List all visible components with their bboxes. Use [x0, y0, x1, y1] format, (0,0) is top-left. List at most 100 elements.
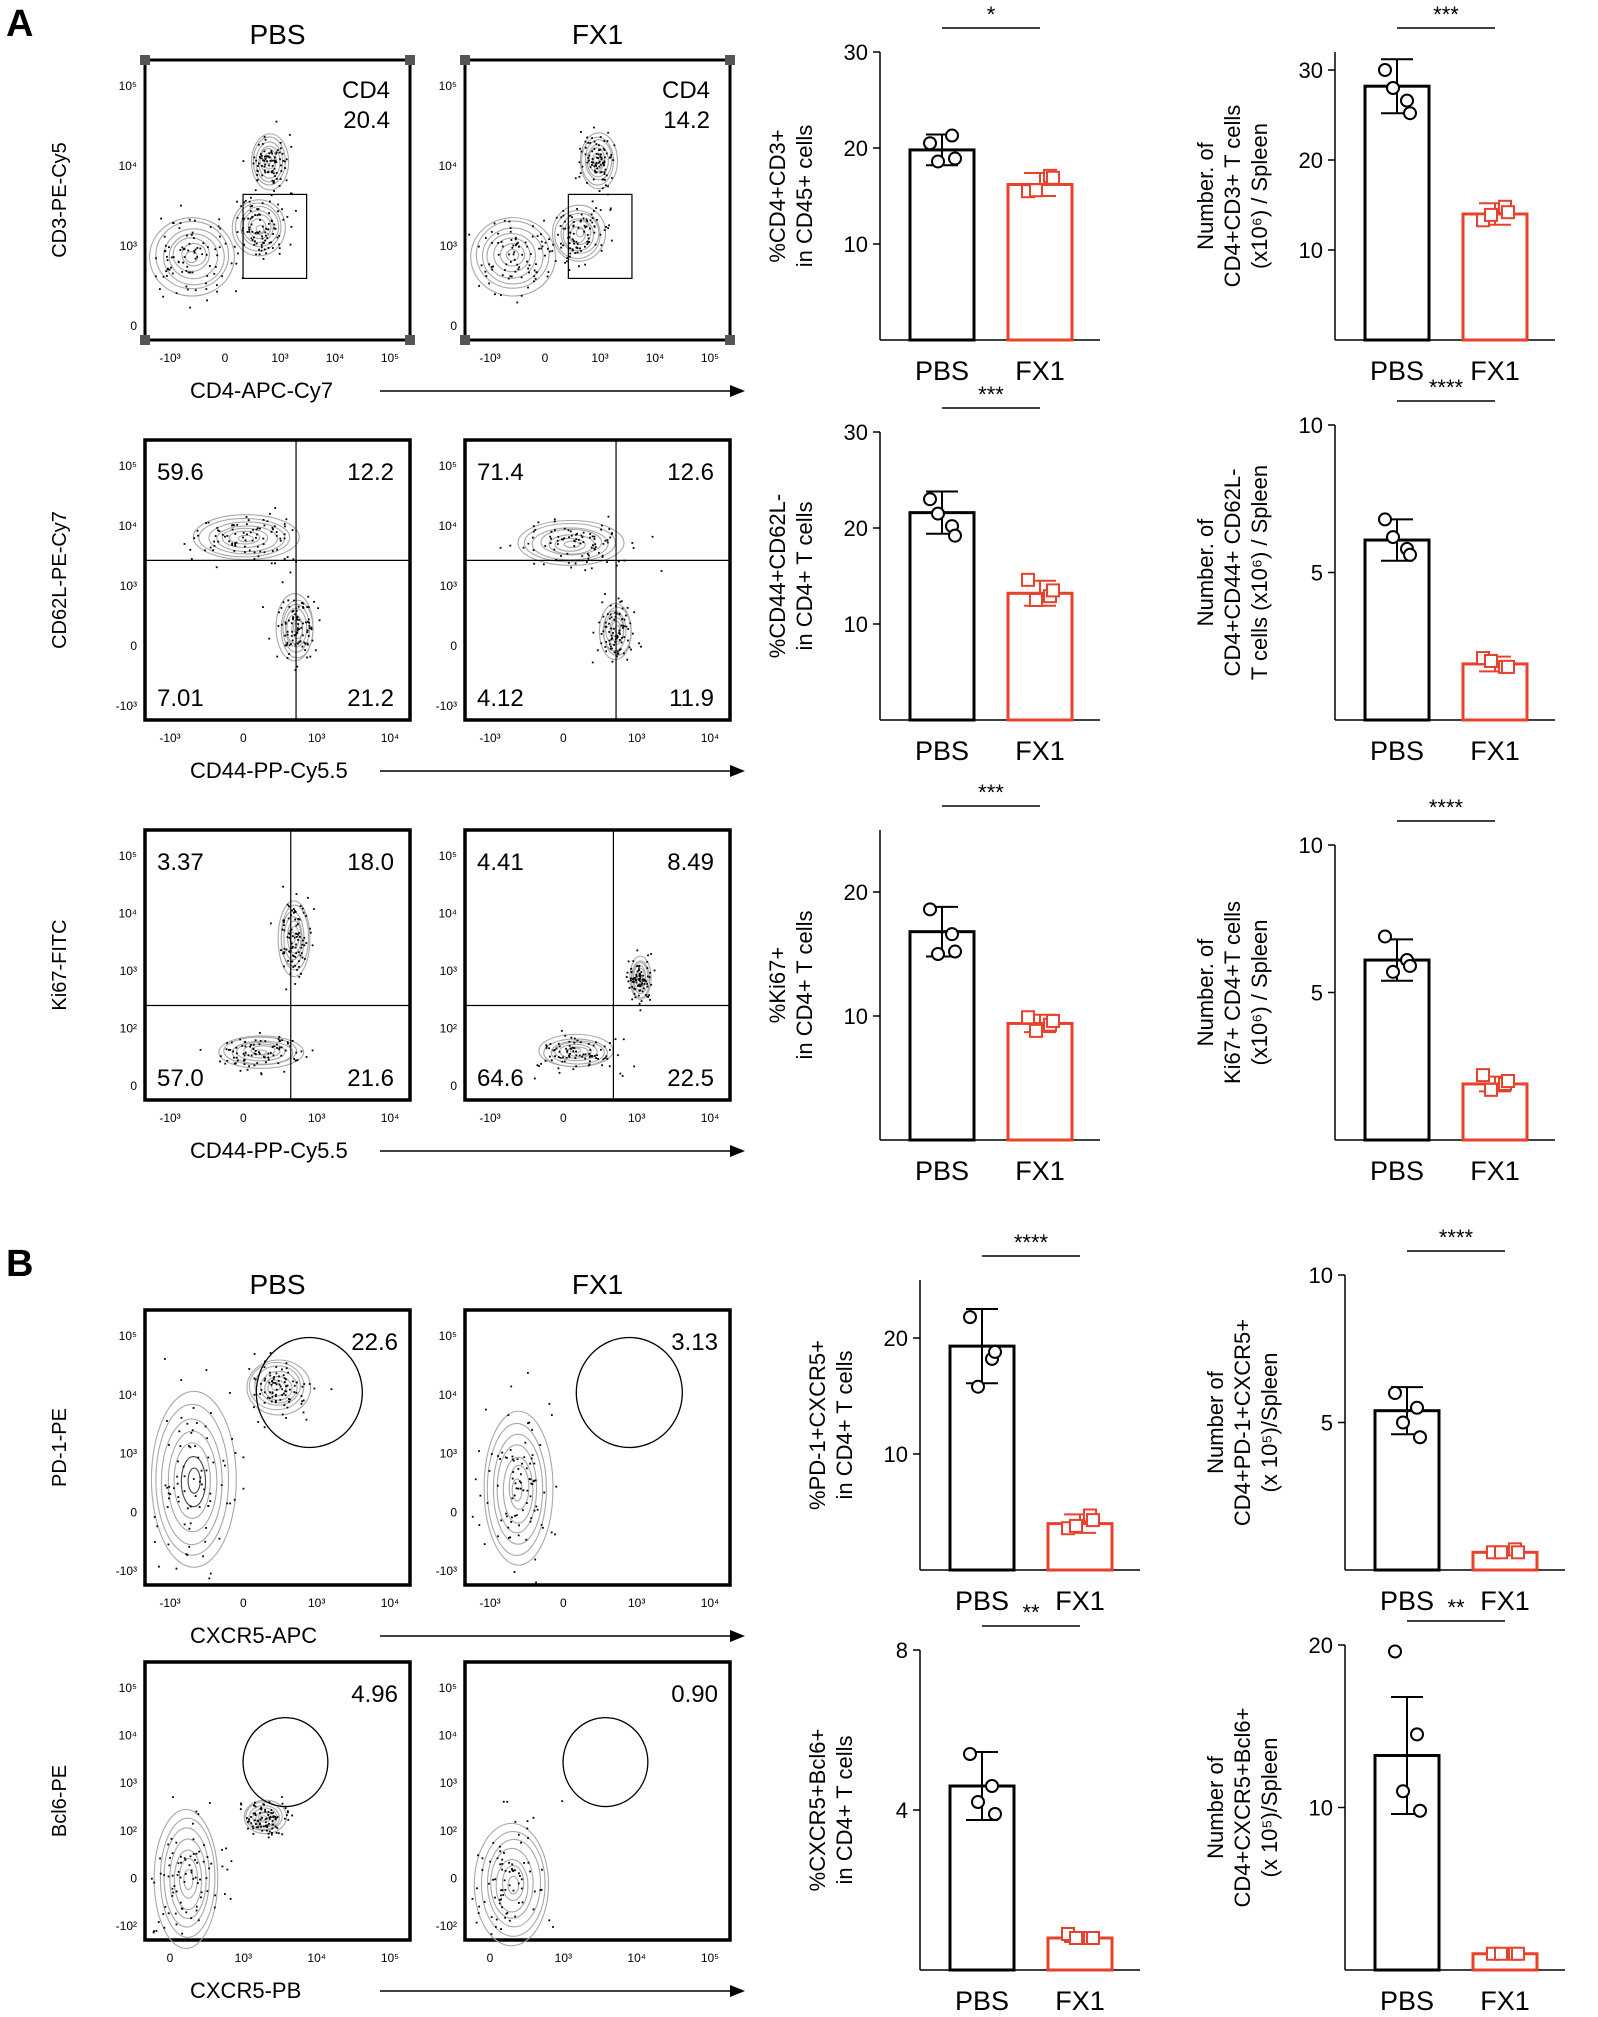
- event-dot: [564, 1034, 567, 1037]
- event-dot: [163, 1926, 166, 1929]
- data-point-pbs: [948, 944, 962, 959]
- data-point-pbs: [963, 1310, 977, 1325]
- event-dot: [516, 242, 518, 245]
- event-dot: [534, 277, 537, 280]
- event-dot: [308, 621, 311, 624]
- event-dot: [276, 1827, 279, 1829]
- event-dot: [608, 156, 611, 159]
- event-dot: [627, 980, 630, 983]
- flow-y-tick: 10³: [120, 579, 137, 593]
- event-dot: [527, 1837, 529, 1839]
- event-dot: [529, 1870, 531, 1873]
- event-dot: [193, 537, 196, 540]
- event-dot: [630, 967, 632, 970]
- event-dot: [243, 243, 246, 246]
- flow-x-tick: 10³: [271, 351, 288, 365]
- quadrant-value-upper-right: 12.6: [667, 459, 714, 486]
- event-dot: [513, 251, 516, 254]
- event-dot: [295, 943, 297, 946]
- contour-line: [187, 1467, 201, 1494]
- event-dot: [593, 126, 595, 129]
- category-label-pbs: PBS: [915, 356, 969, 386]
- event-dot: [520, 1878, 523, 1881]
- event-dot: [520, 276, 523, 279]
- contour-line: [486, 1422, 547, 1556]
- event-dot: [601, 601, 604, 604]
- event-dot: [638, 973, 641, 976]
- event-dot: [195, 1909, 198, 1912]
- flow-y-tick: 10⁵: [119, 1329, 137, 1343]
- event-dot: [573, 240, 575, 242]
- event-dot: [229, 1391, 231, 1394]
- event-dot: [274, 227, 277, 230]
- event-dot: [638, 983, 641, 986]
- event-dot: [272, 1811, 274, 1814]
- event-dot: [308, 624, 311, 627]
- event-dot: [302, 607, 305, 609]
- event-dot: [275, 534, 278, 537]
- category-label-fx1: FX1: [1470, 736, 1520, 766]
- event-dot: [549, 535, 552, 538]
- event-dot: [259, 550, 262, 553]
- event-dot: [156, 1525, 159, 1528]
- event-dot: [243, 1063, 246, 1066]
- event-dot: [589, 1060, 591, 1063]
- event-dot: [293, 1391, 296, 1394]
- event-dot: [197, 1919, 200, 1922]
- significance-label: ****: [1429, 795, 1464, 820]
- event-dot: [284, 525, 286, 528]
- contour-line: [245, 1801, 283, 1832]
- event-dot: [628, 646, 631, 649]
- flow-x-tick: 0: [560, 1596, 567, 1610]
- event-dot: [228, 540, 231, 543]
- event-dot: [260, 1072, 263, 1075]
- event-dot: [599, 233, 602, 236]
- event-dot: [175, 1841, 178, 1844]
- event-dot: [308, 1383, 311, 1385]
- event-dot: [639, 1009, 642, 1012]
- event-dot: [265, 252, 267, 255]
- event-dot: [520, 294, 523, 297]
- event-dot: [257, 1051, 260, 1054]
- event-dot: [501, 1858, 504, 1861]
- quadrant-value-upper-left: 3.37: [157, 849, 204, 876]
- event-dot: [242, 1456, 245, 1459]
- event-dot: [595, 164, 597, 167]
- event-dot: [490, 1933, 493, 1936]
- event-dot: [248, 1820, 250, 1823]
- event-dot: [604, 156, 606, 159]
- event-dot: [517, 1902, 520, 1904]
- event-dot: [606, 1057, 609, 1060]
- category-label-fx1: FX1: [1055, 1986, 1105, 2012]
- event-dot: [518, 1524, 520, 1527]
- event-dot: [256, 214, 259, 217]
- event-dot: [548, 238, 551, 241]
- event-dot: [592, 210, 595, 212]
- event-dot: [270, 170, 273, 173]
- event-dot: [288, 653, 290, 655]
- contour-line: [235, 1041, 286, 1062]
- event-dot: [600, 632, 603, 635]
- event-dot: [193, 251, 196, 254]
- data-point-fx1: [1029, 1023, 1043, 1038]
- data-point-fx1: [1494, 1545, 1508, 1560]
- event-dot: [231, 1438, 233, 1440]
- event-dot: [279, 178, 282, 180]
- event-dot: [553, 518, 556, 521]
- flow-y-tick: 10⁴: [118, 907, 137, 921]
- event-dot: [271, 152, 273, 155]
- contour-line: [507, 1875, 520, 1895]
- event-dot: [170, 1837, 173, 1840]
- event-dot: [265, 155, 268, 158]
- data-point-fx1: [1511, 1545, 1525, 1560]
- event-dot: [264, 1810, 267, 1813]
- event-dot: [608, 528, 611, 530]
- event-dot: [291, 947, 293, 950]
- contour-line: [255, 141, 284, 183]
- event-dot: [501, 1906, 503, 1909]
- event-dot: [253, 1377, 256, 1380]
